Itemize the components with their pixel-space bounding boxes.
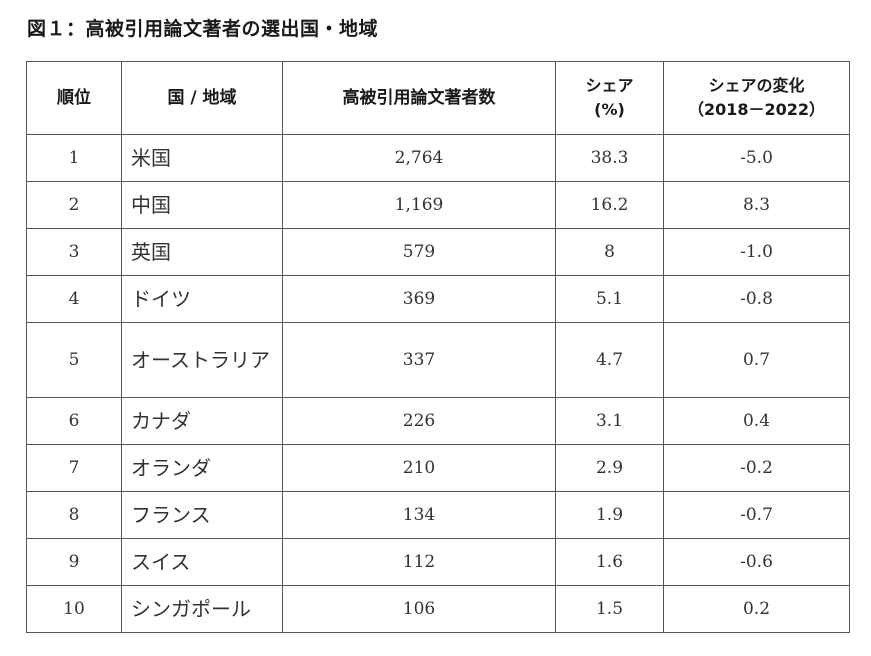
table-row: 8 フランス 134 1.9 -0.7 [26,491,850,539]
change-cell: -1.0 [663,228,850,276]
count-cell: 337 [282,322,556,398]
highly-cited-researchers-table: 順位 国 / 地域 高被引用論文著者数 シェア (%) シェアの変化 （2018… [26,61,850,633]
rank-cell: 7 [26,444,122,492]
header-share-label: シェア [585,76,634,95]
country-cell: ドイツ [121,275,283,323]
country-cell: 英国 [121,228,283,276]
share-cell: 16.2 [555,181,664,229]
rank-cell: 5 [26,322,122,398]
rank-cell: 4 [26,275,122,323]
rank-cell: 2 [26,181,122,229]
share-cell: 1.6 [555,538,664,586]
country-cell: スイス [121,538,283,586]
share-cell: 8 [555,228,664,276]
header-count: 高被引用論文著者数 [282,61,556,135]
change-cell: 0.7 [663,322,850,398]
share-cell: 1.9 [555,491,664,539]
country-cell: シンガポール [121,585,283,633]
count-cell: 369 [282,275,556,323]
count-cell: 112 [282,538,556,586]
table-row: 7 オランダ 210 2.9 -0.2 [26,444,850,492]
change-cell: -0.8 [663,275,850,323]
figure-title: 図１：高被引用論文著者の選出国・地域 [27,18,379,40]
table-row: 6 カナダ 226 3.1 0.4 [26,397,850,445]
rank-cell: 3 [26,228,122,276]
header-change: シェアの変化 （2018－2022） [663,61,850,135]
share-cell: 2.9 [555,444,664,492]
rank-cell: 6 [26,397,122,445]
table-row: 3 英国 579 8 -1.0 [26,228,850,276]
table-header-row: 順位 国 / 地域 高被引用論文著者数 シェア (%) シェアの変化 （2018… [26,61,850,135]
country-cell: フランス [121,491,283,539]
change-cell: -0.6 [663,538,850,586]
rank-cell: 1 [26,134,122,182]
table-row: 2 中国 1,169 16.2 8.3 [26,181,850,229]
country-cell: 中国 [121,181,283,229]
change-cell: -0.7 [663,491,850,539]
share-cell: 5.1 [555,275,664,323]
change-cell: 8.3 [663,181,850,229]
country-cell: オランダ [121,444,283,492]
header-share: シェア (%) [555,61,664,135]
header-change-label: シェアの変化 [708,76,805,95]
country-cell: カナダ [121,397,283,445]
share-cell: 3.1 [555,397,664,445]
count-cell: 210 [282,444,556,492]
header-country: 国 / 地域 [121,61,283,135]
table-row: 10 シンガポール 106 1.5 0.2 [26,585,850,633]
country-cell: 米国 [121,134,283,182]
table-row: 5 オーストラリア 337 4.7 0.7 [26,322,850,398]
table-row: 4 ドイツ 369 5.1 -0.8 [26,275,850,323]
change-cell: 0.2 [663,585,850,633]
share-cell: 4.7 [555,322,664,398]
share-cell: 1.5 [555,585,664,633]
header-rank: 順位 [26,61,122,135]
country-cell: オーストラリア [121,322,283,398]
header-share-unit: (%) [594,100,625,119]
count-cell: 2,764 [282,134,556,182]
count-cell: 579 [282,228,556,276]
table-row: 1 米国 2,764 38.3 -5.0 [26,134,850,182]
rank-cell: 9 [26,538,122,586]
count-cell: 134 [282,491,556,539]
change-cell: 0.4 [663,397,850,445]
header-change-period: （2018－2022） [687,100,826,119]
rank-cell: 8 [26,491,122,539]
change-cell: -5.0 [663,134,850,182]
count-cell: 106 [282,585,556,633]
change-cell: -0.2 [663,444,850,492]
share-cell: 38.3 [555,134,664,182]
table-row: 9 スイス 112 1.6 -0.6 [26,538,850,586]
rank-cell: 10 [26,585,122,633]
count-cell: 226 [282,397,556,445]
count-cell: 1,169 [282,181,556,229]
